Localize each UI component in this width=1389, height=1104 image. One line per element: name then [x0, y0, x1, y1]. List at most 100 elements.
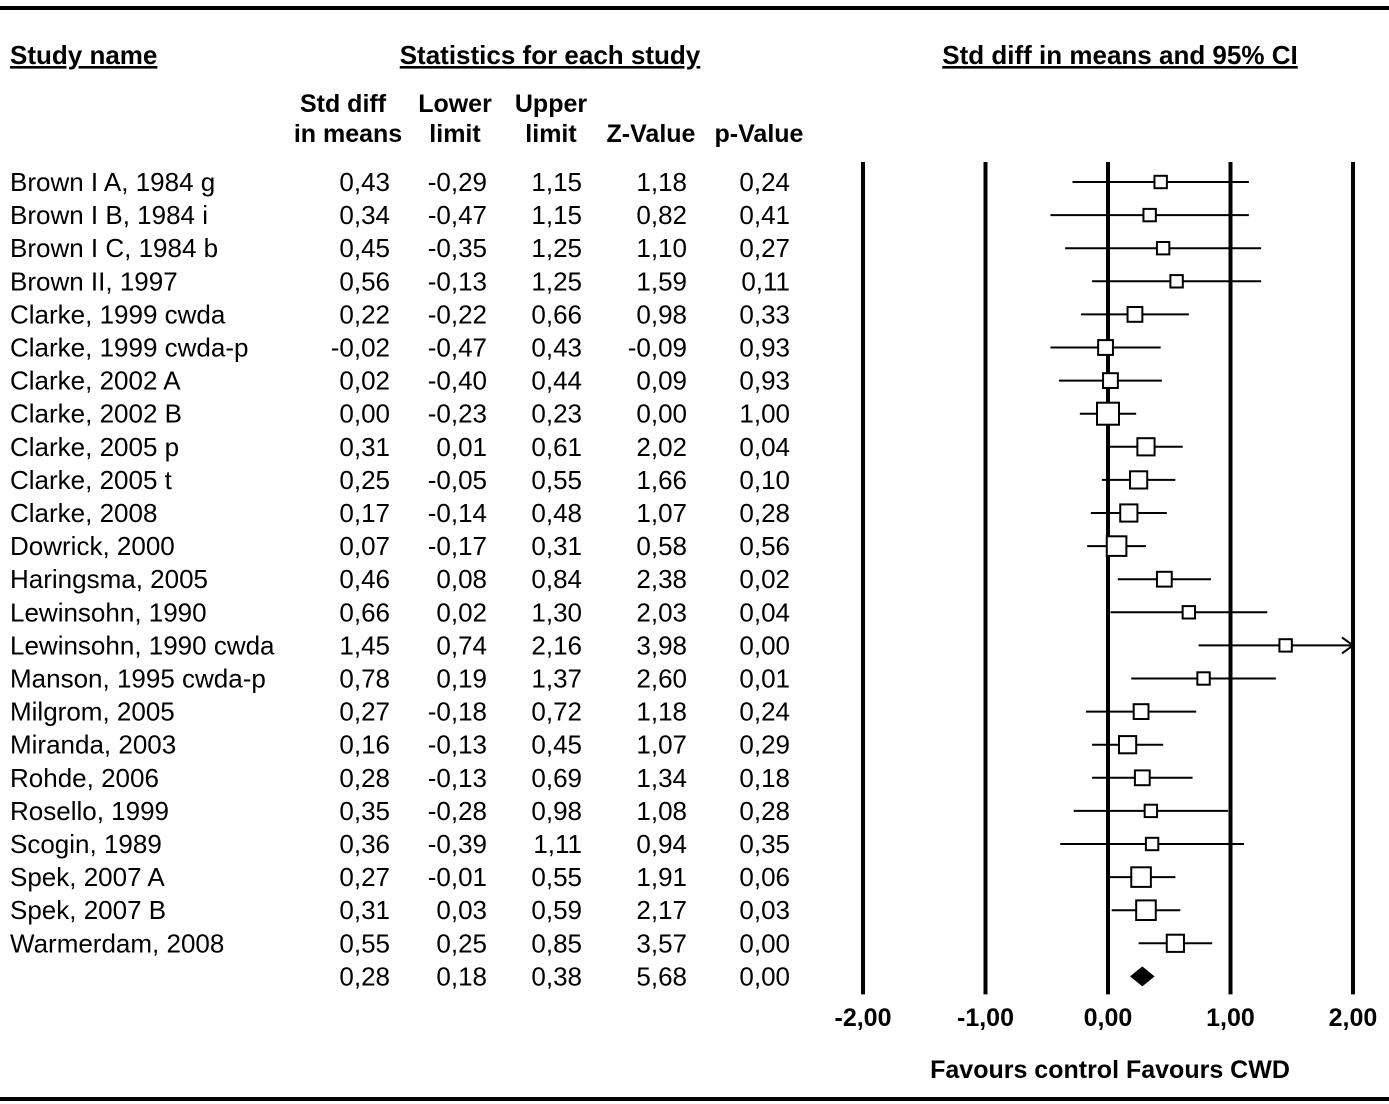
cell-std-diff: 0,27 [339, 862, 390, 892]
point-estimate-marker [1155, 570, 1173, 588]
point-estimate-marker [1132, 703, 1150, 721]
cell-z: 0,98 [636, 299, 687, 329]
cell-p: 0,93 [739, 366, 790, 396]
cell-lower: 0,01 [436, 432, 487, 462]
table-row: Milgrom, 2005 0,27 -0,18 0,72 1,18 0,24 [10, 697, 790, 727]
point-estimate-marker [1096, 401, 1120, 426]
cell-std-diff: 0,28 [339, 763, 390, 793]
cell-p: 0,28 [739, 498, 790, 528]
header-study-name: Study name [10, 40, 157, 70]
point-estimate-marker [1153, 174, 1168, 190]
study-name: Clarke, 2005 t [10, 465, 173, 495]
x-tick-label: -1,00 [957, 1004, 1014, 1032]
cell-std-diff: 0,02 [339, 366, 390, 396]
col-header-std-diff-line2: in means [294, 120, 402, 148]
cell-lower: -0,47 [428, 200, 487, 230]
header-statistics: Statistics for each study [400, 40, 701, 70]
table-row: Brown I A, 1984 g 0,43 -0,29 1,15 1,18 0,24 [10, 167, 790, 197]
cell-p: 0,11 [741, 266, 790, 296]
cell-lower: 0,02 [436, 597, 487, 627]
point-estimate-marker [1126, 306, 1144, 323]
point-estimate-marker [1144, 836, 1160, 852]
table-row: Spek, 2007 A 0,27 -0,01 0,55 1,91 0,06 [10, 862, 790, 892]
cell-std-diff: 0,36 [339, 829, 390, 859]
cell-std-diff: 0,25 [339, 465, 390, 495]
cell-z: 0,00 [636, 399, 687, 429]
cell-p: 0,24 [739, 697, 790, 727]
table-row: Lewinsohn, 1990 0,66 0,02 1,30 2,03 0,04 [10, 597, 790, 627]
study-name: Clarke, 2002 B [10, 399, 182, 429]
summary-row: 0,28 0,18 0,38 5,68 0,00 [339, 961, 790, 991]
cell-std-diff: 0,31 [339, 895, 390, 925]
col-header-lower-line1: Lower [418, 90, 492, 118]
cell-lower: 0,25 [436, 928, 487, 958]
point-estimate-marker [1119, 503, 1139, 523]
study-name: Milgrom, 2005 [10, 697, 175, 727]
point-estimate-marker [1118, 735, 1138, 755]
cell-z: 2,03 [636, 597, 687, 627]
cell-upper: 0,48 [531, 498, 582, 528]
cell-upper: 1,15 [531, 200, 582, 230]
study-name: Warmerdam, 2008 [10, 928, 224, 958]
cell-std-diff: 0,66 [339, 597, 390, 627]
cell-lower: -0,17 [428, 531, 487, 561]
point-estimate-marker [1105, 535, 1128, 557]
col-header-std-diff-line1: Std diff [300, 90, 387, 118]
study-name: Dowrick, 2000 [10, 531, 175, 561]
cell-std-diff: 0,43 [339, 167, 390, 197]
cell-upper: 0,55 [531, 862, 582, 892]
cell-std-diff: 0,55 [339, 928, 390, 958]
cell-lower: 0,08 [436, 564, 487, 594]
x-axis-label: Favours control Favours CWD [930, 1056, 1290, 1084]
point-estimate-marker [1097, 339, 1114, 356]
study-name: Brown I A, 1984 g [10, 167, 215, 197]
cell-z: 0,09 [636, 366, 687, 396]
table-row: Haringsma, 2005 0,46 0,08 0,84 2,38 0,02 [10, 564, 790, 594]
cell-std-diff: 0,00 [339, 399, 390, 429]
forest-plot: -2,00 -1,00 0,00 1,00 2,00 [835, 162, 1377, 1032]
cell-lower: 0,19 [436, 664, 487, 694]
study-name: Clarke, 2002 A [10, 366, 181, 396]
cell-z: 5,68 [636, 961, 687, 991]
study-name: Clarke, 2008 [10, 498, 157, 528]
point-estimate-marker [1129, 470, 1149, 490]
study-name: Manson, 1995 cwda-p [10, 664, 266, 694]
cell-upper: 0,98 [531, 796, 582, 826]
table-row: Clarke, 2005 t 0,25 -0,05 0,55 1,66 0,10 [10, 465, 790, 495]
cell-upper: 0,38 [531, 961, 582, 991]
cell-z: 1,91 [636, 862, 687, 892]
cell-std-diff: 0,45 [339, 233, 390, 263]
cell-lower: -0,13 [428, 266, 487, 296]
cell-upper: 0,61 [531, 432, 582, 462]
table-row: Rohde, 2006 0,28 -0,13 0,69 1,34 0,18 [10, 763, 790, 793]
cell-upper: 0,55 [531, 465, 582, 495]
study-name: Scogin, 1989 [10, 829, 162, 859]
col-header-lower-line2: limit [429, 120, 481, 148]
table-row: Clarke, 2008 0,17 -0,14 0,48 1,07 0,28 [10, 498, 790, 528]
cell-lower: -0,40 [428, 366, 487, 396]
x-tick-label: -2,00 [835, 1004, 892, 1032]
point-estimate-marker [1143, 803, 1159, 819]
point-estimate-marker [1135, 899, 1157, 922]
point-estimate-marker [1169, 274, 1184, 289]
cell-p: 0,28 [739, 796, 790, 826]
cell-upper: 0,31 [531, 531, 582, 561]
table-row: Clarke, 1999 cwda-p -0,02 -0,47 0,43 -0,09 0,… [10, 333, 790, 363]
cell-upper: 1,25 [531, 266, 582, 296]
table-row: Lewinsohn, 1990 cwda 1,45 0,74 2,16 3,98 0,00 [10, 630, 790, 660]
cell-z: 1,18 [636, 697, 687, 727]
ci-arrow [1341, 636, 1355, 655]
cell-z: 0,58 [636, 531, 687, 561]
point-estimate-marker [1136, 437, 1156, 457]
table-row: Brown I B, 1984 i 0,34 -0,47 1,15 0,82 0,41 [10, 200, 790, 230]
cell-z: 3,98 [636, 630, 687, 660]
cell-std-diff: 0,22 [339, 299, 390, 329]
cell-upper: 0,45 [531, 730, 582, 760]
table-row: Brown II, 1997 0,56 -0,13 1,25 1,59 0,11 [10, 266, 790, 296]
cell-std-diff: 0,31 [339, 432, 390, 462]
point-estimate-marker [1278, 638, 1293, 653]
study-name: Brown I C, 1984 b [10, 233, 218, 263]
cell-upper: 1,30 [531, 597, 582, 627]
cell-lower: 0,03 [436, 895, 487, 925]
